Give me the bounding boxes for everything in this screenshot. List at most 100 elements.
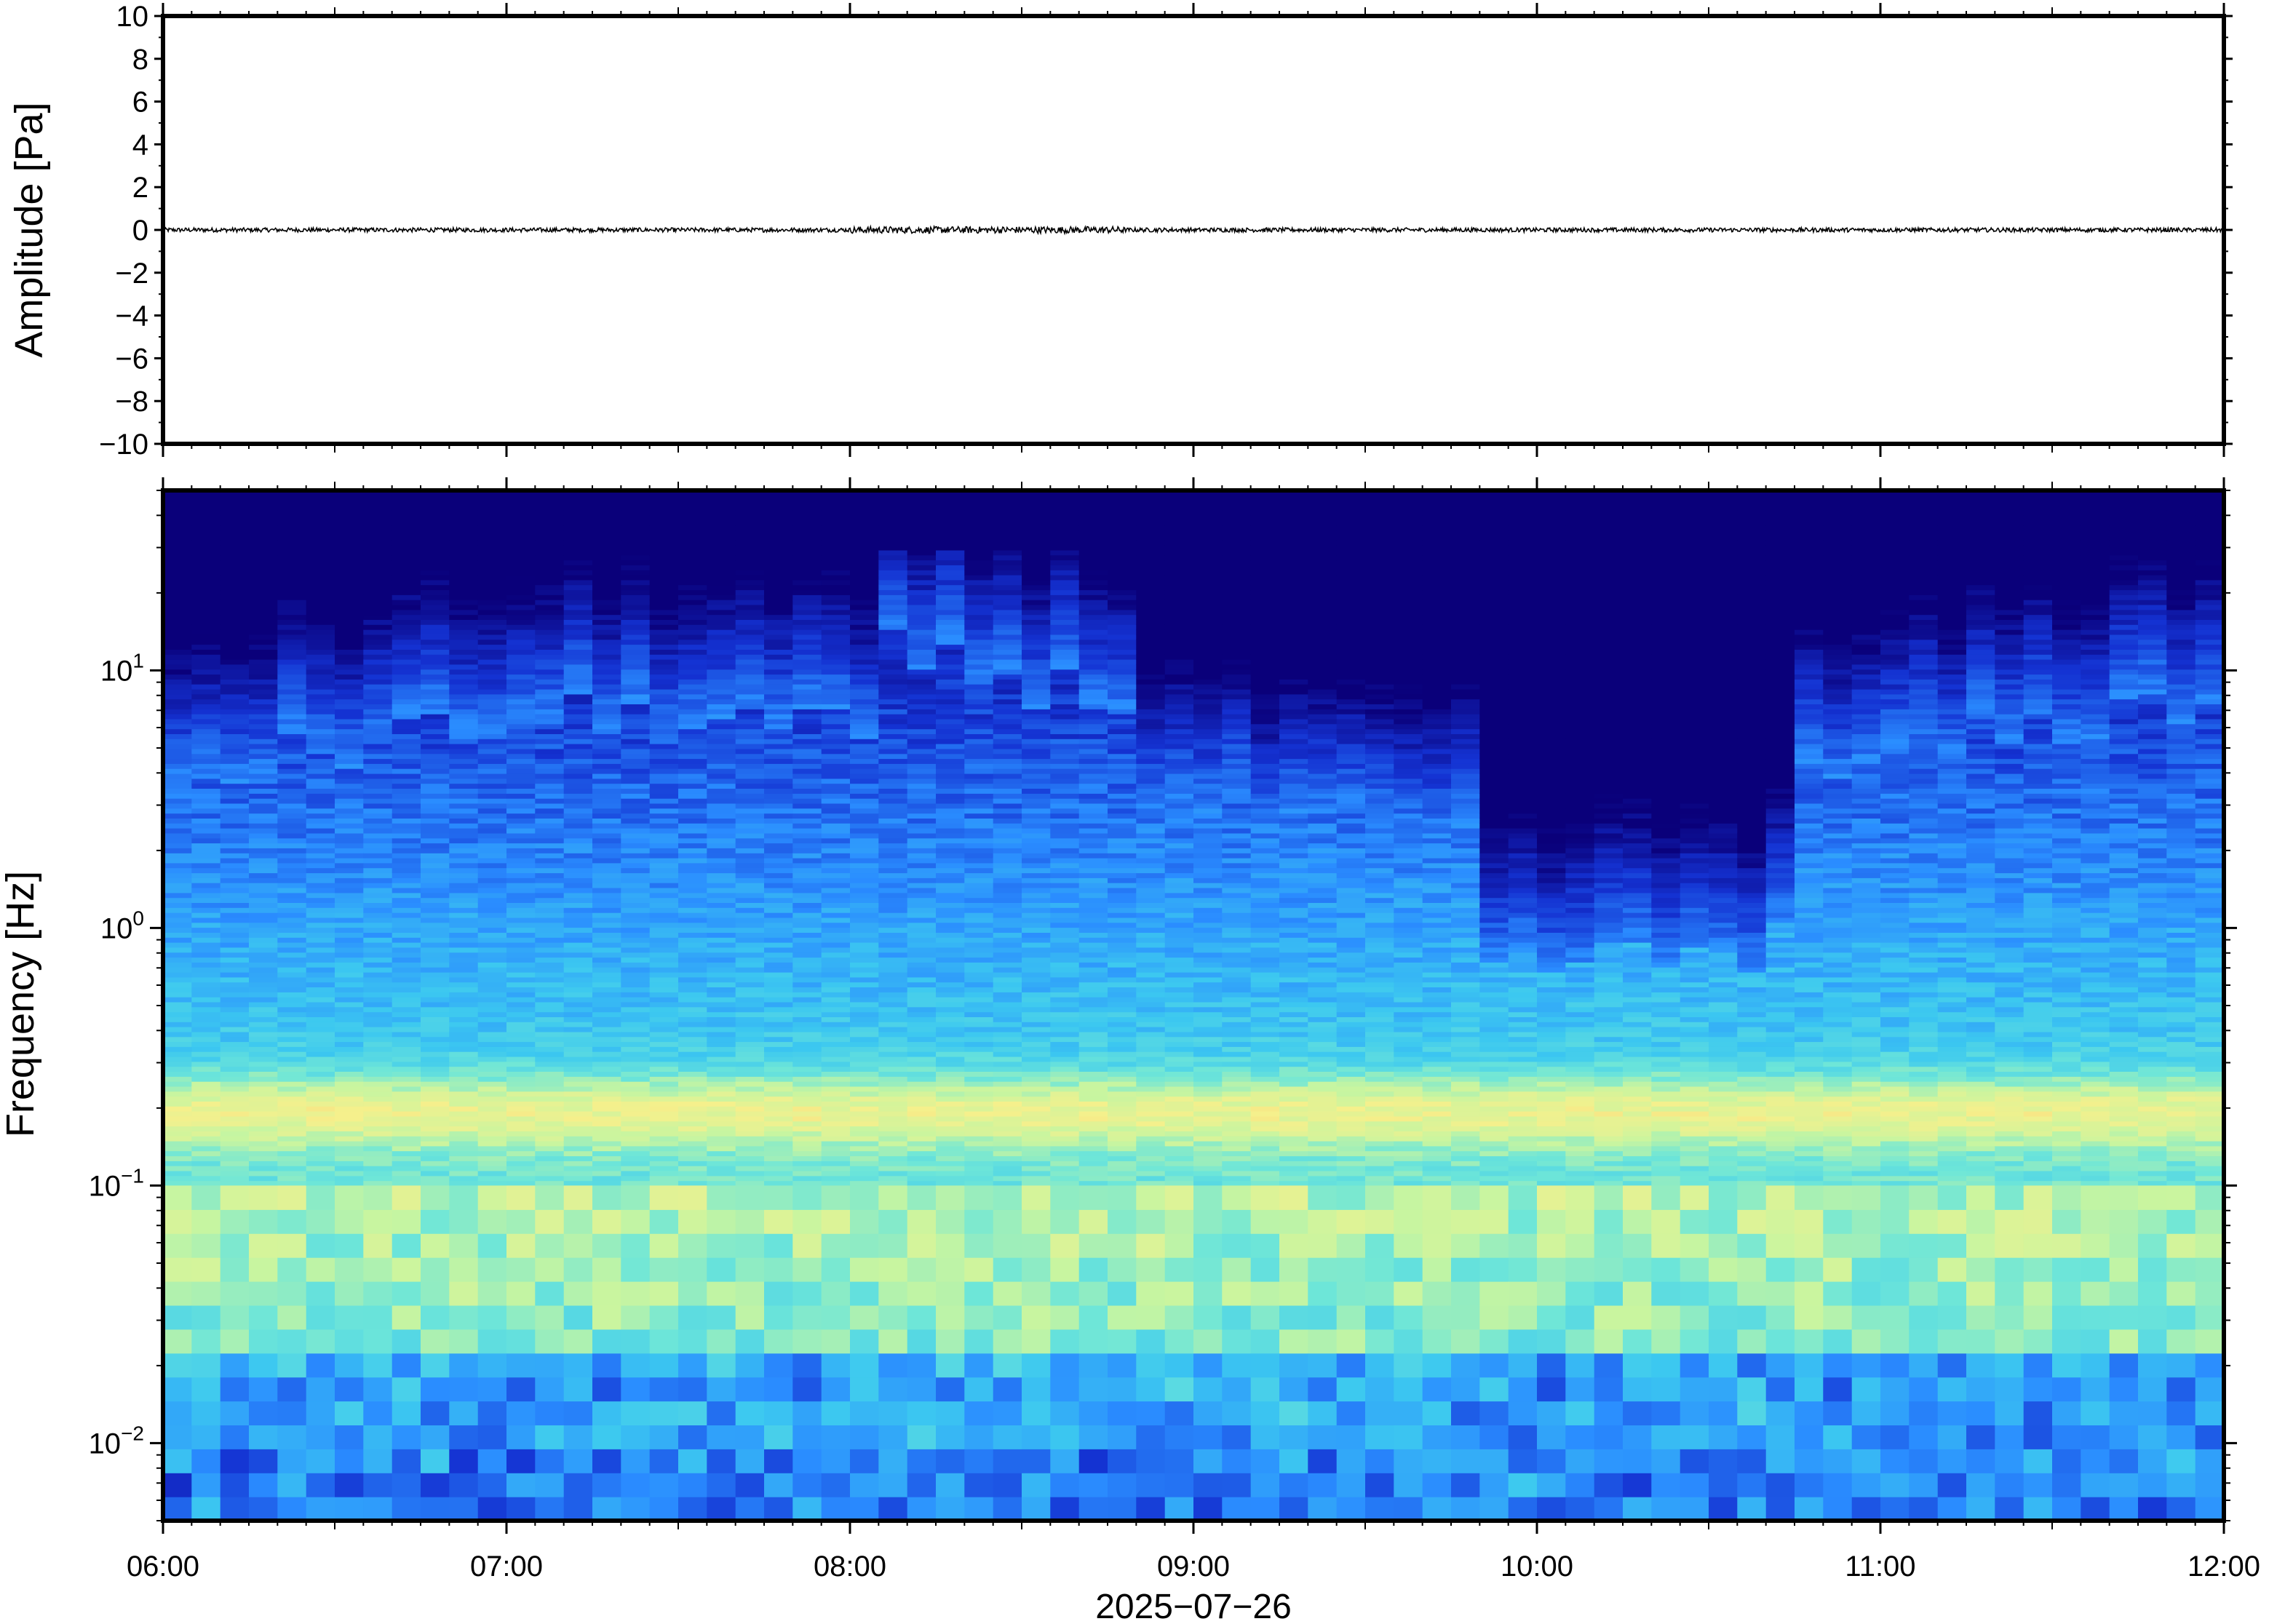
spectrogram-cell: [850, 545, 879, 551]
spectrogram-cell: [821, 570, 851, 576]
spectrogram-cell: [249, 783, 278, 789]
spectrogram-cell: [220, 540, 250, 546]
spectrogram-cell: [163, 1175, 192, 1182]
spectrogram-cell: [649, 972, 679, 978]
spectrogram-cell: [191, 575, 221, 581]
spectrogram-cell: [249, 1233, 278, 1258]
spectrogram-cell: [735, 1155, 765, 1161]
spectrogram-cell: [392, 1071, 421, 1077]
spectrogram-cell: [277, 714, 307, 720]
spectrogram-cell: [707, 877, 736, 883]
spectrogram-cell: [421, 1041, 450, 1047]
spectrogram-cell: [363, 698, 393, 704]
spectrogram-cell: [649, 1329, 679, 1354]
spectrogram-cell: [1022, 495, 1051, 501]
spectrogram-cell: [735, 654, 765, 660]
spectrogram-cell: [363, 1150, 393, 1157]
spectrogram-cell: [249, 733, 278, 739]
spectrogram-cell: [1050, 1121, 1080, 1127]
spectrogram-cell: [764, 530, 793, 536]
spectrogram-cell: [678, 535, 707, 541]
spectrogram-cell: [335, 739, 364, 744]
spectrogram-cell: [163, 862, 192, 869]
spectrogram-cell: [220, 947, 250, 953]
spectrogram-cell: [707, 997, 736, 1003]
spectrogram-cell: [764, 575, 793, 581]
spectrogram-cell: [649, 594, 679, 600]
spectrogram-cell: [477, 570, 507, 576]
spectrogram-cell: [936, 1136, 965, 1142]
spectrogram-cell: [421, 545, 450, 551]
spectrogram-cell: [792, 853, 822, 859]
spectrogram-cell: [191, 1145, 221, 1152]
spectrogram-cell: [277, 718, 307, 725]
spectrogram-cell: [649, 510, 679, 516]
spectrogram-cell: [907, 803, 937, 809]
spectrogram-cell: [449, 634, 479, 640]
spectrogram-cell: [506, 867, 536, 874]
spectrogram-cell: [878, 674, 908, 680]
spectrogram-cell: [421, 758, 450, 764]
spectrogram-cell: [850, 853, 879, 859]
spectrogram-cell: [621, 1449, 651, 1473]
spectrogram-cell: [506, 1022, 536, 1027]
spectrogram-cell: [735, 579, 765, 586]
spectrogram-cell: [621, 1131, 651, 1137]
spectrogram-cell: [277, 1121, 307, 1127]
spectrogram-cell: [764, 972, 793, 978]
spectrogram-cell: [735, 505, 765, 511]
spectrogram-cell: [592, 545, 621, 551]
spectrogram-cell: [392, 1136, 421, 1142]
spectrogram-cell: [1022, 867, 1051, 874]
spectrogram-cell: [335, 704, 364, 709]
spectrogram-cell: [1022, 1001, 1051, 1008]
spectrogram-cell: [821, 614, 851, 620]
spectrogram-cell: [592, 1145, 621, 1152]
spectrogram-cell: [220, 883, 250, 888]
spectrogram-cell: [163, 639, 192, 645]
spectrogram-cell: [936, 1031, 965, 1038]
spectrogram-cell: [163, 1071, 192, 1077]
spectrogram-cell: [449, 1145, 479, 1152]
spectrogram-cell: [936, 942, 965, 948]
spectrogram-cell: [506, 778, 536, 784]
spectrogram-cell: [306, 1305, 335, 1330]
spectrogram-cell: [764, 639, 793, 645]
spectrogram-cell: [277, 1016, 307, 1022]
spectrogram-cell: [363, 1257, 393, 1282]
spectrogram-cell: [335, 1126, 364, 1131]
spectrogram-cell: [621, 912, 651, 918]
spectrogram-cell: [220, 520, 250, 526]
spectrogram-cell: [363, 565, 393, 570]
spectrogram-cell: [878, 1305, 908, 1330]
spectrogram-cell: [191, 753, 221, 760]
spectrogram-cell: [1022, 917, 1051, 923]
spectrogram-cell: [707, 1081, 736, 1087]
spectrogram-cell: [392, 549, 421, 556]
spectrogram-cell: [477, 778, 507, 784]
spectrogram-cell: [764, 832, 793, 839]
spectrogram-cell: [392, 495, 421, 501]
spectrogram-cell: [335, 897, 364, 903]
spectrogram-cell: [277, 723, 307, 730]
spectrogram-cell: [821, 733, 851, 739]
spectrogram-cell: [220, 1329, 250, 1354]
spectrogram-cell: [993, 1071, 1022, 1077]
spectrogram-cell: [936, 520, 965, 526]
spectrogram-cell: [563, 962, 593, 968]
spectrogram-cell: [506, 883, 536, 888]
spectrogram-cell: [649, 634, 679, 640]
spectrogram-cell: [335, 698, 364, 704]
spectrogram-cell: [964, 709, 994, 715]
spectrogram-cell: [477, 832, 507, 839]
spectrogram-cell: [506, 714, 536, 720]
spectrogram-cell: [649, 1041, 679, 1047]
spectrogram-cell: [678, 1233, 707, 1258]
spectrogram-cell: [1050, 1145, 1080, 1152]
spectrogram-cell: [191, 888, 221, 893]
spectrogram-cell: [163, 1001, 192, 1008]
spectrogram-cell: [964, 1041, 994, 1047]
spectrogram-cell: [764, 888, 793, 893]
spectrogram-cell: [678, 1051, 707, 1057]
spectrogram-cell: [735, 1036, 765, 1043]
